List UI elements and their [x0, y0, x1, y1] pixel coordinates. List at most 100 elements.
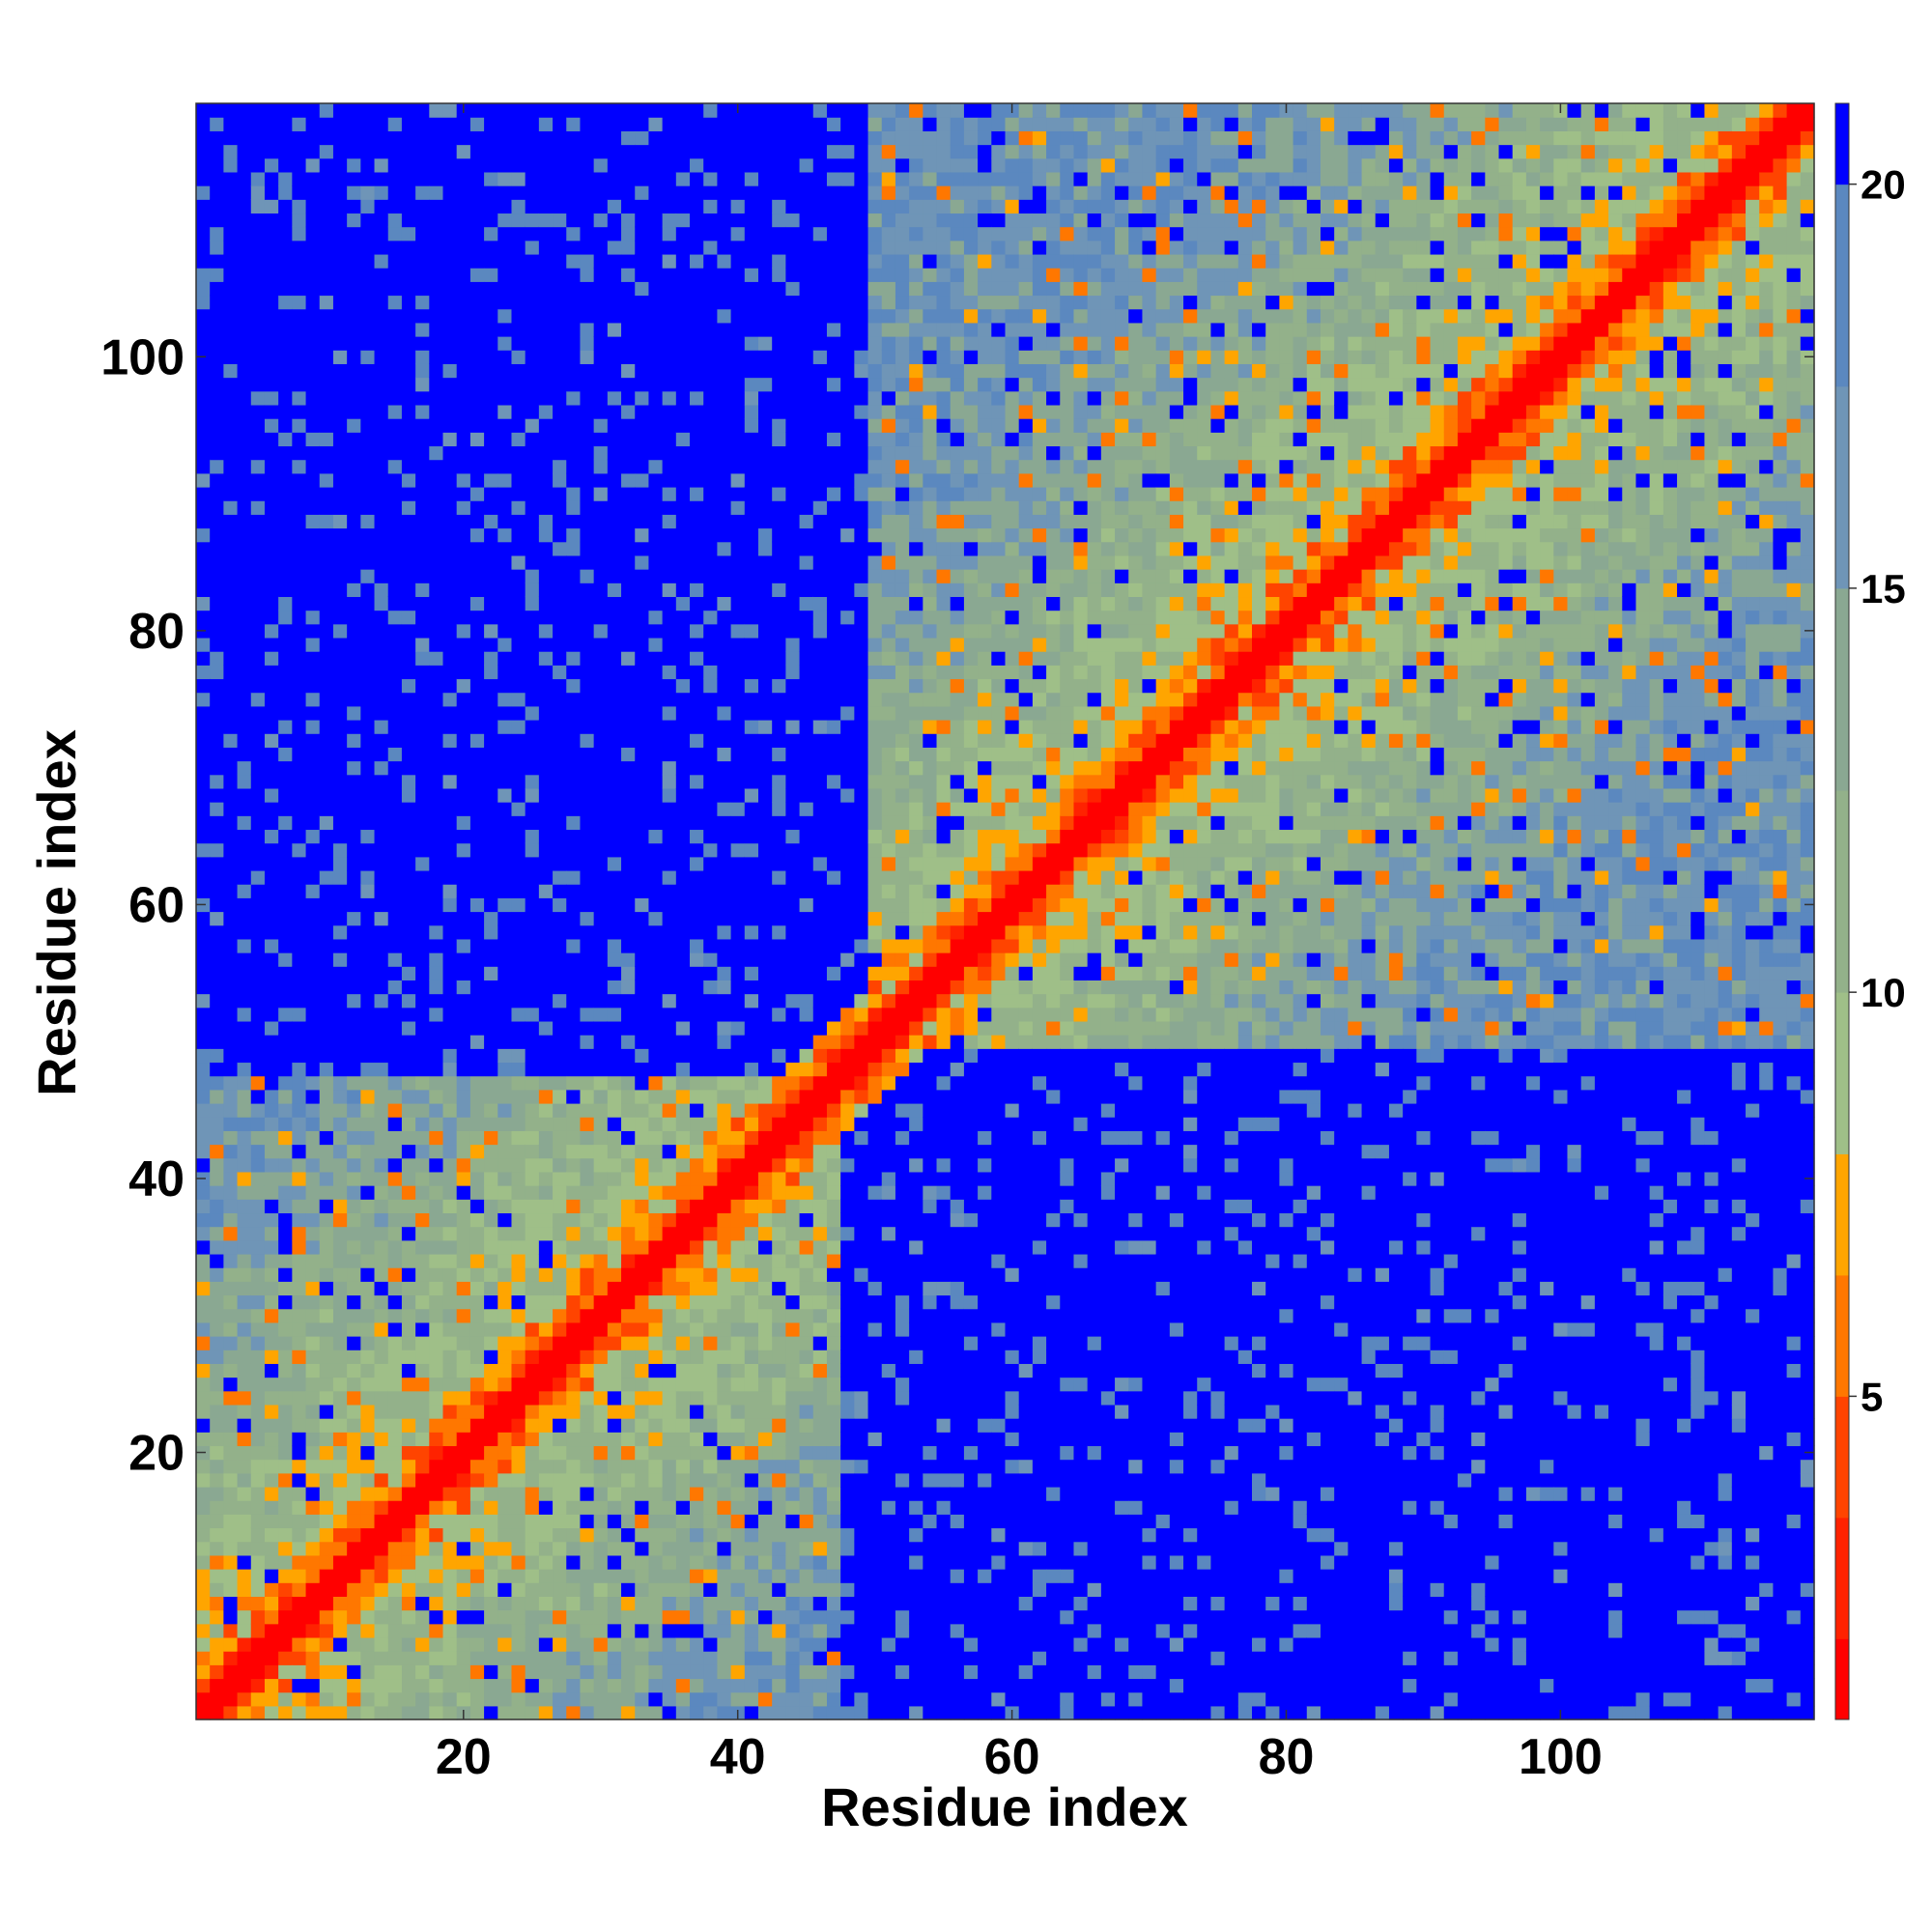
- heatmap-cell: [675, 1144, 691, 1159]
- heatmap-cell: [703, 459, 718, 474]
- heatmap-cell: [442, 1636, 458, 1652]
- heatmap-cell: [648, 1445, 664, 1461]
- heatmap-cell: [690, 1075, 704, 1091]
- heatmap-cell: [675, 1294, 691, 1310]
- heatmap-cell: [278, 472, 293, 488]
- heatmap-cell: [648, 281, 664, 297]
- heatmap-cell: [442, 322, 458, 337]
- heatmap-cell: [210, 363, 224, 379]
- heatmap-cell: [305, 1527, 321, 1543]
- heatmap-cell: [525, 1541, 540, 1556]
- heatmap-cell: [593, 253, 609, 269]
- heatmap-cell: [690, 651, 704, 666]
- heatmap-cell: [278, 432, 293, 447]
- heatmap-cell: [538, 993, 554, 1009]
- heatmap-cell: [703, 1623, 718, 1638]
- heatmap-cell: [210, 1212, 224, 1228]
- heatmap-cell: [511, 117, 526, 131]
- heatmap-cell: [538, 829, 554, 844]
- heatmap-cell: [484, 651, 498, 666]
- heatmap-cell: [223, 213, 239, 228]
- heatmap-cell: [237, 1089, 252, 1104]
- heatmap-cell: [387, 720, 403, 734]
- heatmap-cell: [264, 171, 279, 186]
- heatmap-cell: [757, 281, 773, 297]
- heatmap-cell: [648, 240, 664, 255]
- heatmap-cell: [292, 1582, 307, 1597]
- heatmap-cell: [223, 432, 239, 447]
- heatmap-cell: [607, 295, 622, 310]
- heatmap-cell: [525, 952, 540, 967]
- heatmap-cell: [374, 1377, 389, 1392]
- heatmap-cell: [648, 1636, 664, 1652]
- heatmap-cell: [621, 829, 636, 844]
- heatmap-cell: [593, 582, 609, 598]
- heatmap-cell: [607, 240, 622, 255]
- heatmap-cell: [538, 1623, 554, 1638]
- heatmap-cell: [210, 527, 224, 543]
- heatmap-cell: [717, 637, 732, 652]
- heatmap-cell: [621, 1514, 636, 1529]
- heatmap-cell: [703, 1171, 718, 1186]
- heatmap-cell: [744, 829, 759, 844]
- heatmap-cell: [456, 432, 471, 447]
- heatmap-cell: [553, 637, 567, 652]
- heatmap-cell: [387, 1472, 403, 1488]
- heatmap-cell: [607, 733, 622, 748]
- heatmap-cell: [223, 623, 239, 639]
- heatmap-cell: [662, 404, 677, 419]
- heatmap-cell: [387, 665, 403, 680]
- heatmap-cell: [703, 1705, 718, 1720]
- heatmap-cell: [730, 842, 746, 858]
- heatmap-cell: [237, 1514, 252, 1529]
- heatmap-cell: [538, 322, 554, 337]
- heatmap-cell: [415, 747, 430, 762]
- heatmap-cell: [593, 1514, 609, 1529]
- heatmap-cell: [264, 1171, 279, 1186]
- heatmap-cell: [196, 774, 211, 789]
- heatmap-cell: [662, 1390, 677, 1406]
- heatmap-cell: [264, 199, 279, 214]
- heatmap-cell: [662, 938, 677, 953]
- heatmap-cell: [484, 432, 498, 447]
- heatmap-cell: [223, 1020, 239, 1036]
- heatmap-cell: [553, 1418, 567, 1433]
- heatmap-cell: [237, 418, 252, 433]
- heatmap-cell: [374, 692, 389, 707]
- heatmap-cell: [442, 1185, 458, 1200]
- heatmap-cell: [332, 1500, 348, 1515]
- heatmap-cell: [429, 472, 444, 488]
- heatmap-cell: [580, 1514, 595, 1529]
- heatmap-cell: [401, 432, 416, 447]
- heatmap-cell: [662, 582, 677, 598]
- heatmap-cell: [469, 199, 485, 214]
- heatmap-cell: [730, 1281, 746, 1296]
- heatmap-cell: [332, 1609, 348, 1625]
- heatmap-cell: [305, 157, 321, 173]
- heatmap-cell: [442, 1609, 458, 1625]
- heatmap-cell: [484, 1171, 498, 1186]
- heatmap-cell: [757, 1199, 773, 1214]
- heatmap-cell: [374, 541, 389, 556]
- heatmap-cell: [497, 637, 513, 652]
- heatmap-cell: [525, 747, 540, 762]
- heatmap-cell: [347, 253, 361, 269]
- heatmap-cell: [278, 404, 293, 419]
- heatmap-cell: [305, 1350, 321, 1364]
- heatmap-cell: [580, 1185, 595, 1200]
- heatmap-cell: [648, 1377, 664, 1392]
- heatmap-cell: [511, 1432, 526, 1447]
- heatmap-cell: [469, 554, 485, 570]
- heatmap-cell: [717, 705, 732, 721]
- heatmap-cell: [497, 1582, 513, 1597]
- heatmap-cell: [690, 1404, 704, 1419]
- heatmap-cell: [497, 1185, 513, 1200]
- heatmap-cell: [593, 1171, 609, 1186]
- heatmap-cell: [717, 390, 732, 406]
- heatmap-cell: [690, 911, 704, 926]
- heatmap-cell: [469, 404, 485, 419]
- heatmap-cell: [332, 1102, 348, 1118]
- heatmap-cell: [237, 829, 252, 844]
- heatmap-cell: [497, 459, 513, 474]
- heatmap-cell: [593, 678, 609, 694]
